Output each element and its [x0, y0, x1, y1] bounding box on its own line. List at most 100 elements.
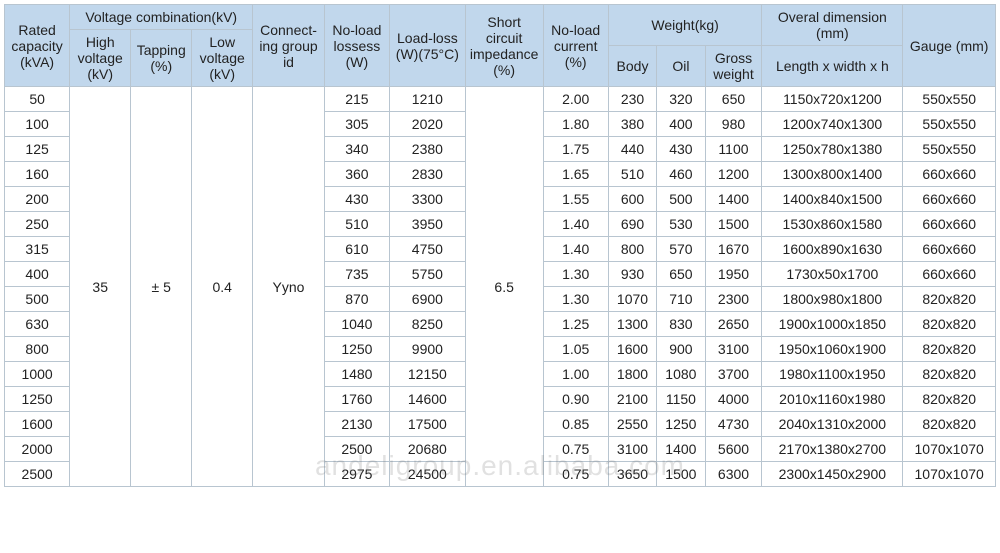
cell-capacity: 800: [5, 337, 70, 362]
cell-oil: 500: [657, 187, 705, 212]
cell-gauge: 1070x1070: [903, 462, 996, 487]
cell-body: 230: [608, 87, 656, 112]
cell-dimension: 1400x840x1500: [762, 187, 903, 212]
cell-gross: 3100: [705, 337, 762, 362]
cell-noload-current: 1.05: [543, 337, 608, 362]
cell-dimension: 1730x50x1700: [762, 262, 903, 287]
cell-noload-current: 2.00: [543, 87, 608, 112]
cell-oil: 530: [657, 212, 705, 237]
cell-load-loss: 17500: [390, 412, 466, 437]
header-gross: Gross weight: [705, 46, 762, 87]
cell-capacity: 400: [5, 262, 70, 287]
cell-capacity: 630: [5, 312, 70, 337]
cell-noload-loss: 1480: [324, 362, 389, 387]
cell-body: 1800: [608, 362, 656, 387]
cell-dimension: 1800x980x1800: [762, 287, 903, 312]
cell-oil: 400: [657, 112, 705, 137]
header-tapping: Tapping (%): [131, 30, 192, 87]
cell-high-voltage: 35: [70, 87, 131, 487]
cell-gross: 980: [705, 112, 762, 137]
cell-body: 380: [608, 112, 656, 137]
cell-body: 1300: [608, 312, 656, 337]
cell-gauge: 820x820: [903, 337, 996, 362]
cell-oil: 1150: [657, 387, 705, 412]
cell-noload-current: 1.30: [543, 287, 608, 312]
cell-dimension: 2040x1310x2000: [762, 412, 903, 437]
cell-low-voltage: 0.4: [192, 87, 253, 487]
cell-load-loss: 24500: [390, 462, 466, 487]
cell-noload-loss: 2975: [324, 462, 389, 487]
cell-noload-current: 1.75: [543, 137, 608, 162]
cell-oil: 430: [657, 137, 705, 162]
cell-gross: 650: [705, 87, 762, 112]
cell-body: 1600: [608, 337, 656, 362]
cell-capacity: 2500: [5, 462, 70, 487]
cell-gauge: 820x820: [903, 362, 996, 387]
cell-noload-current: 1.65: [543, 162, 608, 187]
cell-short-circuit: 6.5: [465, 87, 543, 487]
cell-noload-loss: 870: [324, 287, 389, 312]
cell-body: 600: [608, 187, 656, 212]
cell-gauge: 660x660: [903, 262, 996, 287]
cell-gauge: 550x550: [903, 87, 996, 112]
header-lwh: Length x width x h: [762, 46, 903, 87]
cell-capacity: 125: [5, 137, 70, 162]
cell-load-loss: 20680: [390, 437, 466, 462]
cell-gross: 2650: [705, 312, 762, 337]
cell-load-loss: 1210: [390, 87, 466, 112]
cell-dimension: 1900x1000x1850: [762, 312, 903, 337]
header-connecting-group: Connect- ing group id: [253, 5, 325, 87]
cell-capacity: 1600: [5, 412, 70, 437]
cell-noload-loss: 735: [324, 262, 389, 287]
cell-dimension: 1530x860x1580: [762, 212, 903, 237]
cell-noload-current: 0.90: [543, 387, 608, 412]
cell-dimension: 1300x800x1400: [762, 162, 903, 187]
cell-capacity: 50: [5, 87, 70, 112]
cell-oil: 1250: [657, 412, 705, 437]
cell-body: 800: [608, 237, 656, 262]
cell-noload-loss: 2130: [324, 412, 389, 437]
cell-capacity: 250: [5, 212, 70, 237]
cell-gauge: 820x820: [903, 387, 996, 412]
cell-connecting-group: Yyno: [253, 87, 325, 487]
cell-oil: 1400: [657, 437, 705, 462]
cell-capacity: 315: [5, 237, 70, 262]
cell-load-loss: 12150: [390, 362, 466, 387]
cell-load-loss: 14600: [390, 387, 466, 412]
cell-dimension: 1950x1060x1900: [762, 337, 903, 362]
cell-noload-loss: 430: [324, 187, 389, 212]
cell-dimension: 2170x1380x2700: [762, 437, 903, 462]
cell-gross: 6300: [705, 462, 762, 487]
cell-noload-current: 0.75: [543, 462, 608, 487]
cell-load-loss: 5750: [390, 262, 466, 287]
cell-noload-current: 1.25: [543, 312, 608, 337]
cell-load-loss: 6900: [390, 287, 466, 312]
cell-noload-loss: 1040: [324, 312, 389, 337]
cell-noload-current: 1.80: [543, 112, 608, 137]
header-high-voltage: High voltage (kV): [70, 30, 131, 87]
cell-gauge: 660x660: [903, 212, 996, 237]
header-gauge: Gauge (mm): [903, 5, 996, 87]
cell-gauge: 660x660: [903, 162, 996, 187]
cell-dimension: 1250x780x1380: [762, 137, 903, 162]
cell-load-loss: 3300: [390, 187, 466, 212]
cell-gauge: 1070x1070: [903, 437, 996, 462]
cell-gross: 2300: [705, 287, 762, 312]
transformer-spec-table: Rated capacity (kVA) Voltage combination…: [4, 4, 996, 487]
cell-dimension: 1150x720x1200: [762, 87, 903, 112]
cell-capacity: 2000: [5, 437, 70, 462]
cell-gauge: 820x820: [903, 312, 996, 337]
cell-capacity: 1000: [5, 362, 70, 387]
cell-dimension: 1600x890x1630: [762, 237, 903, 262]
cell-dimension: 1200x740x1300: [762, 112, 903, 137]
header-weight: Weight(kg): [608, 5, 762, 46]
cell-gauge: 550x550: [903, 137, 996, 162]
header-body: Body: [608, 46, 656, 87]
cell-noload-loss: 360: [324, 162, 389, 187]
cell-oil: 1500: [657, 462, 705, 487]
cell-oil: 900: [657, 337, 705, 362]
header-noload-current: No-load current (%): [543, 5, 608, 87]
cell-capacity: 200: [5, 187, 70, 212]
cell-noload-current: 0.85: [543, 412, 608, 437]
cell-oil: 570: [657, 237, 705, 262]
